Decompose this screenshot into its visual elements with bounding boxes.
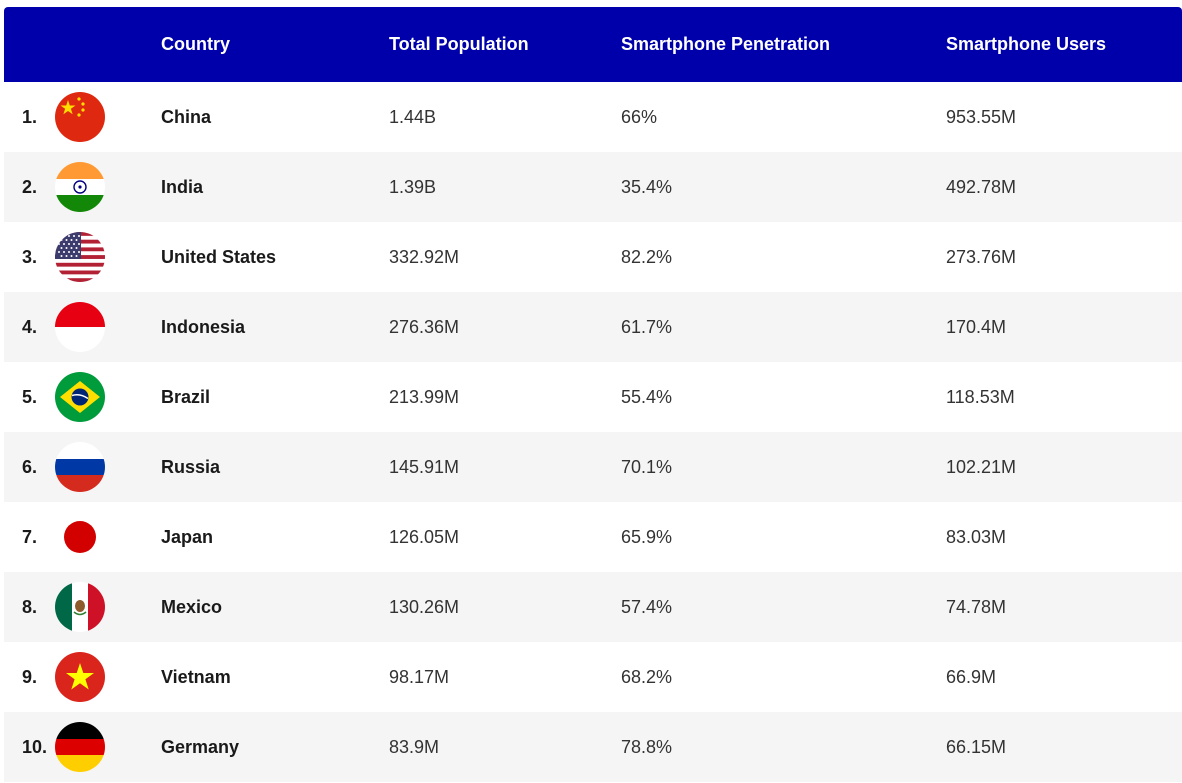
country-name: Germany [161, 737, 240, 757]
total-population: 1.44B [389, 107, 437, 127]
smartphone-penetration: 82.2% [621, 247, 673, 267]
smartphone-penetration: 55.4% [621, 387, 673, 407]
rank: 6. [22, 457, 38, 477]
smartphone-users: 118.53M [946, 387, 1015, 407]
country-name: Japan [161, 527, 214, 547]
smartphone-users: 492.78M [946, 177, 1017, 197]
country-name: Brazil [161, 387, 211, 407]
table-row: 10. Germany 83.9M 78.8% 66.15M [4, 712, 1182, 782]
country-name: Indonesia [161, 317, 246, 337]
total-population: 126.05M [389, 527, 460, 547]
rank: 2. [22, 177, 38, 197]
russia-flag-icon [55, 442, 105, 492]
total-population: 83.9M [389, 737, 440, 757]
table-header: Country Total Population Smartphone Pene… [4, 7, 1182, 82]
table-row: 6. Russia 145.91M 70.1% 102.21M [4, 432, 1182, 502]
total-population: 213.99M [389, 387, 460, 407]
country-name: India [161, 177, 204, 197]
total-population: 98.17M [389, 667, 450, 687]
smartphone-penetration: 35.4% [621, 177, 673, 197]
table-row: 8. Mexico 130.26M 57.4% 74.78M [4, 572, 1182, 642]
total-population: 1.39B [389, 177, 437, 197]
rank: 8. [22, 597, 38, 617]
smartphone-users: 66.9M [946, 667, 997, 687]
rank: 1. [22, 107, 38, 127]
smartphone-penetration: 70.1% [621, 457, 673, 477]
country-name: Vietnam [161, 667, 231, 687]
smartphone-users: 83.03M [946, 527, 1007, 547]
table-row: 1. China 1.44B 66% 953.55M [4, 82, 1182, 152]
smartphone-users-table: Country Total Population Smartphone Pene… [4, 7, 1182, 782]
country-name: China [161, 107, 212, 127]
smartphone-users: 953.55M [946, 107, 1017, 127]
smartphone-penetration: 78.8% [621, 737, 673, 757]
usa-flag-icon [55, 232, 105, 282]
header-smartphone-penetration[interactable]: Smartphone Penetration [621, 34, 831, 54]
total-population: 145.91M [389, 457, 460, 477]
header-smartphone-users[interactable]: Smartphone Users [946, 34, 1107, 54]
table-row: 4. Indonesia 276.36M 61.7% 170.4M [4, 292, 1182, 362]
table-row: 9. Vietnam 98.17M 68.2% 66.9M [4, 642, 1182, 712]
rank: 7. [22, 527, 38, 547]
smartphone-users: 102.21M [946, 457, 1017, 477]
rank: 5. [22, 387, 38, 407]
table-row: 2. India 1.39B 35.4% 492.78M [4, 152, 1182, 222]
smartphone-users: 273.76M [946, 247, 1017, 267]
table-row: 5. Brazil 213.99M 55.4% 118.53M [4, 362, 1182, 432]
smartphone-penetration: 66% [621, 107, 658, 127]
smartphone-users: 66.15M [946, 737, 1007, 757]
total-population: 276.36M [389, 317, 460, 337]
rank: 10. [22, 737, 48, 757]
smartphone-penetration: 68.2% [621, 667, 673, 687]
smartphone-penetration: 57.4% [621, 597, 673, 617]
china-flag-icon [55, 92, 105, 142]
brazil-flag-icon [55, 372, 105, 422]
japan-flag-icon [55, 512, 105, 562]
country-name: Mexico [161, 597, 223, 617]
germany-flag-icon [55, 722, 105, 772]
rank: 4. [22, 317, 38, 337]
rank: 3. [22, 247, 38, 267]
header-total-population[interactable]: Total Population [389, 34, 529, 54]
table-row: 3. Unit [4, 222, 1182, 292]
country-name: United States [161, 247, 277, 267]
table-row: 7. Japan 126.05M 65.9% 83.03M [4, 502, 1182, 572]
smartphone-users: 74.78M [946, 597, 1007, 617]
smartphone-penetration: 65.9% [621, 527, 673, 547]
rank: 9. [22, 667, 38, 687]
header-country[interactable]: Country [161, 34, 230, 54]
mexico-flag-icon [55, 582, 105, 632]
total-population: 332.92M [389, 247, 460, 267]
vietnam-flag-icon [55, 652, 105, 702]
total-population: 130.26M [389, 597, 460, 617]
smartphone-users: 170.4M [946, 317, 1007, 337]
smartphone-penetration: 61.7% [621, 317, 673, 337]
india-flag-icon [55, 162, 105, 212]
indonesia-flag-icon [55, 302, 105, 352]
country-name: Russia [161, 457, 221, 477]
